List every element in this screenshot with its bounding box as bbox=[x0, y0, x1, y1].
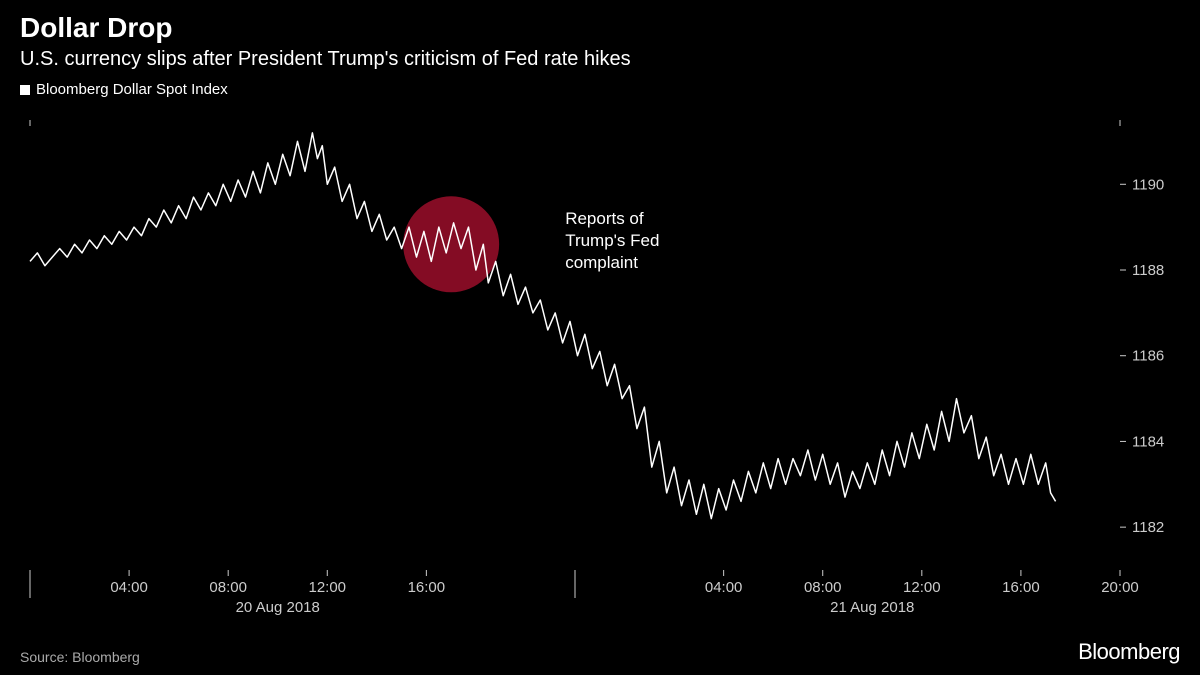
chart-footer: Source: Bloomberg Bloomberg bbox=[20, 639, 1180, 665]
chart-area: 1182 1184 1186 1188 1190 04:00 08:00 12:00 16:00… bbox=[20, 110, 1180, 625]
svg-text:12:00: 12:00 bbox=[903, 579, 941, 596]
chart-header: Dollar Drop U.S. currency slips after Pr… bbox=[0, 0, 1200, 71]
svg-text:21 Aug 2018: 21 Aug 2018 bbox=[830, 599, 914, 616]
svg-text:1188: 1188 bbox=[1132, 262, 1164, 279]
line-chart-svg: 1182 1184 1186 1188 1190 04:00 08:00 12:00 16:00… bbox=[20, 110, 1180, 625]
svg-text:08:00: 08:00 bbox=[804, 579, 842, 596]
svg-text:04:00: 04:00 bbox=[705, 579, 743, 596]
svg-text:04:00: 04:00 bbox=[110, 579, 148, 596]
svg-text:08:00: 08:00 bbox=[209, 579, 247, 596]
svg-text:1184: 1184 bbox=[1132, 433, 1164, 450]
svg-text:16:00: 16:00 bbox=[408, 579, 446, 596]
chart-legend: Bloomberg Dollar Spot Index bbox=[0, 71, 1200, 98]
svg-text:16:00: 16:00 bbox=[1002, 579, 1040, 596]
chart-subtitle: U.S. currency slips after President Trum… bbox=[20, 48, 1180, 71]
svg-text:12:00: 12:00 bbox=[308, 579, 346, 596]
legend-marker-icon bbox=[20, 85, 30, 95]
svg-text:1190: 1190 bbox=[1132, 176, 1164, 193]
svg-text:20 Aug 2018: 20 Aug 2018 bbox=[236, 599, 320, 616]
brand-label: Bloomberg bbox=[1078, 639, 1180, 665]
event-annotation: Reports of Trump's Fed complaint bbox=[565, 208, 659, 274]
svg-text:1182: 1182 bbox=[1132, 519, 1164, 536]
chart-title: Dollar Drop bbox=[20, 12, 1180, 44]
source-label: Source: Bloomberg bbox=[20, 649, 140, 665]
svg-text:1186: 1186 bbox=[1132, 348, 1164, 365]
svg-text:20:00: 20:00 bbox=[1101, 579, 1139, 596]
legend-series-label: Bloomberg Dollar Spot Index bbox=[36, 81, 228, 98]
